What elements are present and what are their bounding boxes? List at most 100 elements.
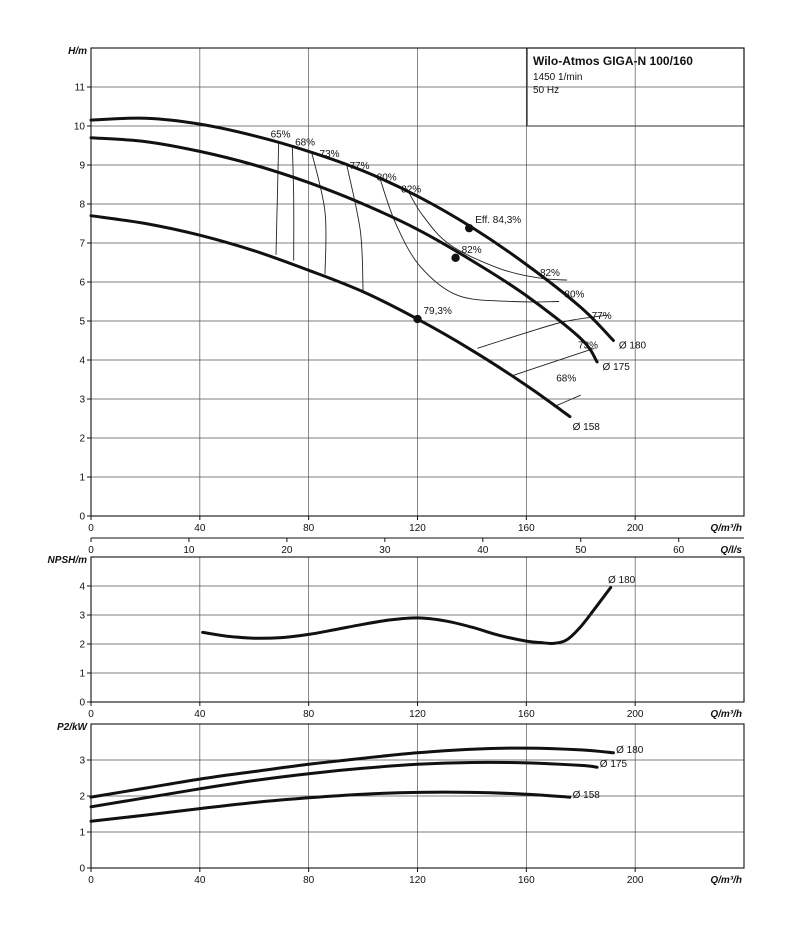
efficiency-label: 65% bbox=[271, 130, 291, 141]
efficiency-line bbox=[310, 151, 327, 275]
head-xtick-label: 80 bbox=[303, 523, 315, 534]
head-xtick-label: 120 bbox=[409, 523, 426, 534]
head-ytick-label: 8 bbox=[79, 200, 85, 211]
power-panel: 0 1 2 3 0 40 80 120 160 200 P2/kW Q/m³/h Ø 180 Ø 175 Ø… bbox=[57, 722, 745, 886]
power-series-label: Ø 175 bbox=[600, 759, 628, 770]
power-grid bbox=[91, 724, 744, 868]
head-xlabel: Q/m³/h bbox=[710, 523, 742, 534]
power-xtick-label: 80 bbox=[303, 875, 315, 886]
head-series-label: Ø 158 bbox=[573, 422, 601, 433]
head-xtick-label: 160 bbox=[518, 523, 535, 534]
npsh-xtick-label: 0 bbox=[88, 709, 94, 720]
operating-point-label: 82% bbox=[462, 245, 482, 256]
efficiency-label: 80% bbox=[377, 173, 397, 184]
speed-label: 1450 1/min bbox=[533, 72, 582, 83]
npsh-grid bbox=[91, 557, 744, 702]
power-ytick-label: 2 bbox=[79, 792, 85, 803]
head-xtick-label: 200 bbox=[627, 523, 644, 534]
npsh-ytick-label: 4 bbox=[79, 582, 85, 593]
ls-tick-label: 40 bbox=[477, 545, 489, 556]
operating-point bbox=[451, 253, 460, 263]
head-curve bbox=[89, 214, 572, 419]
npsh-xtick-label: 120 bbox=[409, 709, 426, 720]
power-xtick-label: 0 bbox=[88, 875, 94, 886]
operating-point-label: Eff. 84,3% bbox=[475, 215, 521, 226]
npsh-xlabel: Q/m³/h bbox=[710, 709, 742, 720]
power-xtick-label: 200 bbox=[627, 875, 644, 886]
ls-tick-label: 30 bbox=[379, 545, 391, 556]
operating-point bbox=[413, 314, 422, 324]
power-ytick-label: 0 bbox=[79, 864, 85, 875]
efficiency-line bbox=[378, 176, 560, 303]
npsh-ytick-label: 2 bbox=[79, 640, 85, 651]
power-curve bbox=[89, 790, 572, 823]
operating-point bbox=[464, 223, 474, 233]
head-xtick-label: 0 bbox=[88, 523, 94, 534]
efficiency-label: 82% bbox=[540, 268, 560, 279]
npsh-curves bbox=[201, 586, 613, 646]
npsh-ytick-label: 1 bbox=[79, 669, 85, 680]
efficiency-line bbox=[553, 394, 581, 408]
ls-tick-label: 50 bbox=[575, 545, 587, 556]
efficiency-line bbox=[512, 347, 595, 377]
ls-tick-label: 60 bbox=[673, 545, 685, 556]
head-ytick-label: 2 bbox=[79, 434, 85, 445]
head-grid bbox=[91, 48, 744, 516]
power-xtick-label: 160 bbox=[518, 875, 535, 886]
npsh-ytick-label: 0 bbox=[79, 698, 85, 709]
npsh-xtick-label: 160 bbox=[518, 709, 535, 720]
head-ytick-label: 0 bbox=[79, 512, 85, 523]
power-ytick-label: 3 bbox=[79, 756, 85, 767]
ls-axis-label: Q/l/s bbox=[720, 545, 742, 556]
head-curves bbox=[89, 116, 615, 419]
power-xlabel: Q/m³/h bbox=[710, 875, 742, 886]
head-ytick-label: 7 bbox=[79, 239, 85, 250]
power-curve bbox=[89, 746, 615, 799]
frequency-label: 50 Hz bbox=[533, 85, 559, 96]
npsh-ytick-label: 3 bbox=[79, 611, 85, 622]
power-series-label: Ø 158 bbox=[573, 790, 601, 801]
efficiency-label: 77% bbox=[592, 311, 612, 322]
power-ylabel: P2/kW bbox=[57, 722, 89, 733]
power-xtick-label: 120 bbox=[409, 875, 426, 886]
power-curves bbox=[89, 746, 615, 823]
head-series-label: Ø 180 bbox=[619, 340, 647, 351]
npsh-xtick-label: 200 bbox=[627, 709, 644, 720]
efficiency-label: 82% bbox=[401, 184, 421, 195]
npsh-xtick-label: 40 bbox=[194, 709, 206, 720]
npsh-series-label: Ø 180 bbox=[608, 575, 636, 586]
head-ytick-label: 9 bbox=[79, 161, 85, 172]
npsh-xtick-label: 80 bbox=[303, 709, 315, 720]
head-curve bbox=[89, 116, 615, 342]
efficiency-label: 68% bbox=[556, 373, 576, 384]
npsh-ylabel: NPSH/m bbox=[48, 555, 88, 566]
head-ytick-label: 6 bbox=[79, 278, 85, 289]
ls-tick-label: 10 bbox=[183, 545, 195, 556]
power-ytick-label: 1 bbox=[79, 828, 85, 839]
head-ytick-label: 11 bbox=[75, 83, 86, 94]
efficiency-label: 68% bbox=[295, 138, 315, 149]
head-ytick-label: 5 bbox=[79, 317, 85, 328]
power-series-label: Ø 180 bbox=[616, 745, 644, 756]
power-xtick-label: 40 bbox=[194, 875, 206, 886]
efficiency-label: 77% bbox=[349, 161, 369, 172]
head-curve bbox=[89, 136, 599, 364]
efficiency-line bbox=[346, 164, 364, 292]
head-series-label: Ø 175 bbox=[603, 362, 631, 373]
head-xtick-label: 40 bbox=[194, 523, 206, 534]
efficiency-line bbox=[291, 145, 295, 261]
npsh-curve bbox=[201, 586, 613, 646]
operating-point-label: 79,3% bbox=[424, 306, 452, 317]
efficiency-label: 73% bbox=[320, 149, 340, 160]
ls-axis: 0 10 20 30 40 50 60 Q/l/s bbox=[88, 537, 744, 556]
ls-tick-label: 0 bbox=[88, 545, 94, 556]
head-ytick-label: 3 bbox=[79, 395, 85, 406]
head-ytick-label: 1 bbox=[79, 473, 85, 484]
head-ytick-label: 10 bbox=[74, 122, 86, 133]
head-panel: 0 1 2 3 4 5 6 7 8 9 10 11 0 40 80 120 160 200 H/m Q/m³/h 0 10… bbox=[68, 46, 745, 556]
head-ylabel: H/m bbox=[68, 46, 87, 57]
efficiency-lines: 65%68%73%77%80%82%82%80%77%73%68% bbox=[271, 130, 612, 408]
